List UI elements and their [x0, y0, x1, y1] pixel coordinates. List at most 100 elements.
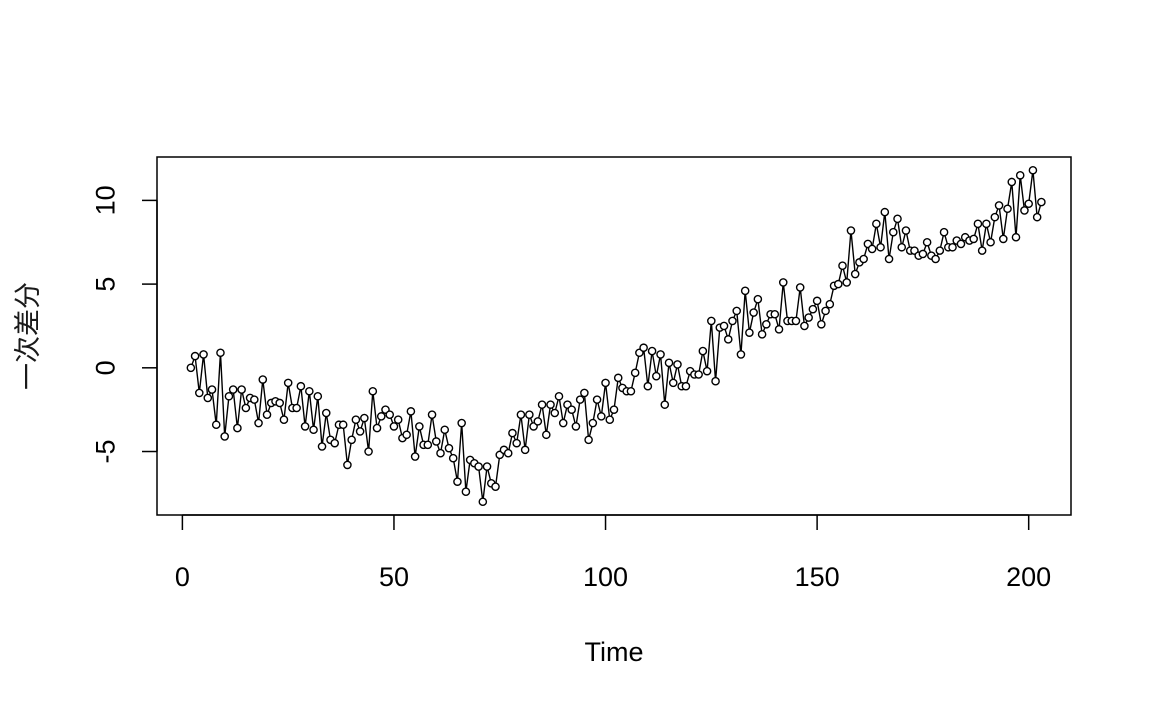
data-point — [592, 395, 602, 404]
data-point — [575, 395, 585, 404]
data-point — [520, 445, 530, 455]
data-point — [385, 410, 395, 419]
data-point — [876, 242, 885, 252]
data-point — [1037, 197, 1046, 207]
data-point — [313, 391, 323, 401]
data-point — [867, 244, 877, 254]
data-point — [300, 422, 310, 431]
data-point — [321, 408, 331, 418]
data-point — [605, 415, 615, 425]
data-point — [254, 418, 263, 428]
data-point — [343, 460, 352, 470]
data-point — [1003, 204, 1012, 214]
series-line — [190, 169, 1043, 503]
data-point — [698, 346, 708, 356]
data-point — [922, 237, 932, 247]
data-point — [550, 408, 560, 418]
x-axis-title: Time — [585, 637, 644, 667]
data-point — [630, 368, 640, 378]
series-group — [186, 165, 1046, 507]
data-point — [431, 437, 441, 446]
data-point — [558, 418, 568, 428]
data-point — [609, 405, 619, 414]
data-point — [571, 422, 581, 431]
data-point — [250, 395, 259, 404]
data-point — [355, 427, 365, 436]
data-point — [393, 415, 403, 425]
data-point — [749, 308, 758, 317]
data-point — [258, 375, 268, 384]
data-point — [872, 219, 881, 229]
data-point — [360, 413, 369, 423]
data-point — [939, 227, 949, 237]
data-point — [241, 403, 251, 413]
data-point — [351, 415, 361, 425]
data-point — [533, 417, 543, 426]
data-point — [503, 448, 513, 458]
data-point — [757, 330, 767, 339]
x-tick-label: 150 — [795, 562, 840, 592]
data-point — [838, 261, 847, 270]
y-axis-title: 一次差分 — [13, 282, 44, 390]
data-point — [897, 242, 907, 252]
y-tick-label: 5 — [90, 277, 120, 292]
data-point — [317, 442, 327, 451]
data-point — [478, 497, 488, 507]
data-point — [728, 316, 737, 326]
y-tick-label: 0 — [90, 360, 120, 375]
data-point — [207, 385, 217, 394]
data-point — [707, 316, 716, 326]
data-point — [567, 405, 576, 414]
data-point — [999, 234, 1008, 244]
data-point — [711, 376, 720, 386]
data-point — [1020, 206, 1029, 215]
data-point — [262, 410, 272, 419]
data-point — [444, 443, 454, 453]
data-point — [482, 462, 492, 471]
data-point — [186, 363, 196, 373]
data-point — [956, 239, 966, 249]
data-point — [1015, 170, 1025, 180]
data-point — [220, 432, 229, 441]
plot-box — [156, 156, 1072, 516]
data-point — [732, 306, 742, 316]
data-point — [190, 351, 200, 361]
data-point — [626, 386, 636, 396]
data-point — [893, 214, 902, 224]
data-point — [918, 249, 928, 259]
data-point — [1032, 212, 1042, 222]
data-point — [812, 296, 822, 306]
data-point — [436, 448, 445, 458]
data-point — [275, 398, 285, 408]
data-point — [884, 254, 894, 264]
data-point — [800, 321, 809, 331]
data-point — [660, 400, 670, 409]
data-point — [305, 386, 314, 396]
data-point — [228, 385, 238, 394]
data-point — [597, 412, 606, 421]
data-point — [1011, 232, 1021, 242]
data-point — [508, 428, 517, 438]
data-point — [846, 226, 856, 235]
data-point — [406, 407, 416, 416]
data-point — [613, 373, 623, 383]
data-point — [774, 324, 784, 334]
data-point — [821, 306, 830, 316]
data-point — [977, 246, 987, 255]
data-point — [584, 435, 593, 445]
data-point — [537, 400, 547, 409]
data-point — [668, 378, 678, 388]
data-point — [402, 430, 411, 440]
data-point — [817, 319, 826, 329]
data-point — [211, 420, 221, 430]
data-point — [804, 313, 813, 322]
data-point — [736, 350, 746, 359]
data-point — [347, 435, 356, 445]
data-point — [199, 350, 208, 359]
data-point — [389, 422, 399, 431]
data-point — [723, 335, 733, 344]
data-point — [1028, 165, 1038, 175]
data-point — [719, 321, 729, 331]
data-point — [542, 430, 551, 440]
data-point — [702, 366, 712, 376]
